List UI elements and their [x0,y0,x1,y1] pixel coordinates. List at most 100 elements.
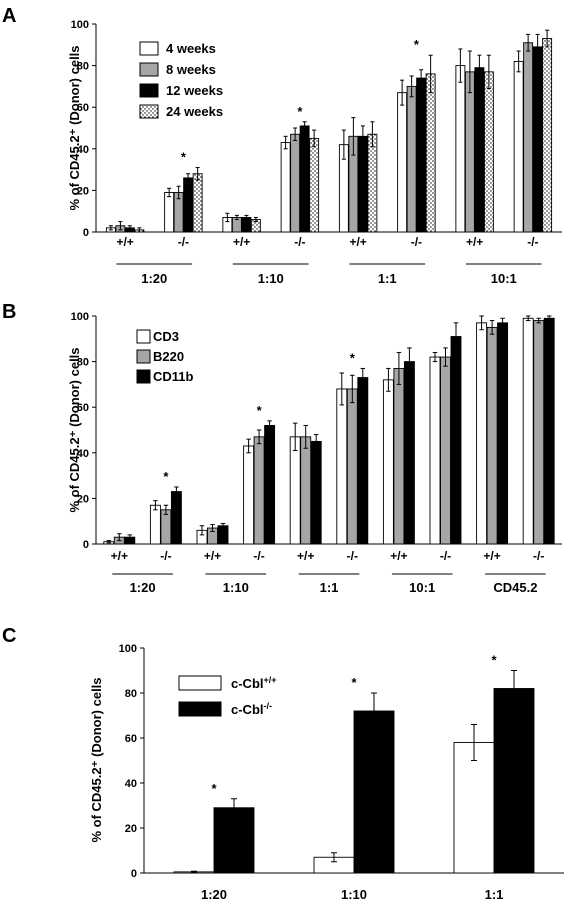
genotype-label: +/+ [233,235,250,249]
legend-swatch [139,104,159,119]
bar [164,192,175,233]
y-tick-label: 80 [77,61,89,73]
panel-letter-b: B [2,301,16,323]
bar [213,807,255,874]
bar [543,317,555,545]
legend-swatch [136,329,151,344]
y-tick-label: 100 [119,643,137,655]
bar [309,137,320,233]
genotype-label: -/- [253,549,264,563]
bar [532,46,543,233]
bar [542,38,553,233]
legend-label: 24 weeks [166,104,223,119]
category-label: 1:10 [341,887,367,902]
y-tick-label: 60 [77,402,89,414]
genotype-label: -/- [160,549,171,563]
bar [416,77,427,233]
bar [264,424,276,545]
bar [357,377,369,545]
bar [474,67,485,233]
bar [403,361,415,545]
legend-label: 8 weeks [166,62,216,77]
bar [289,436,301,545]
bar [497,322,509,545]
significance-star: * [491,653,497,668]
category-label: 1:1 [485,887,504,902]
genotype-label: +/+ [349,235,366,249]
bar [522,317,534,545]
bar [357,135,368,233]
y-tick-label: 0 [83,539,89,551]
significance-star: * [297,104,303,119]
genotype-label: -/- [533,549,544,563]
y-tick-label: 20 [77,185,89,197]
legend-label: c-Cbl-/- [231,701,272,717]
genotype-label: +/+ [204,549,221,563]
bar [310,440,322,545]
panel-letter-c: C [2,625,16,647]
y-tick-label: 40 [77,448,89,460]
bar [183,177,194,233]
legend-swatch [139,62,159,77]
bar [533,320,545,545]
genotype-label: +/+ [483,549,500,563]
legend-swatch [178,701,222,717]
y-tick-label: 100 [71,19,89,31]
legend-swatch [136,349,151,364]
y-tick-label: 40 [125,778,137,790]
group-label: 10:1 [491,271,517,286]
bar [280,142,291,233]
bar [243,445,255,545]
group-label: CD45.2 [493,580,537,595]
legend-label: c-Cbl+/+ [231,675,277,691]
y-tick-label: 60 [125,733,137,745]
bar [513,60,524,233]
chart-b: 0 20 40 60 80 100 % of CD45.2⁺ (Donor) cells +/… [67,311,562,595]
genotype-label: -/- [178,235,189,249]
significance-star: * [163,469,169,484]
bar [300,436,312,545]
bar [299,125,310,233]
group-label: 10:1 [409,580,435,595]
genotype-label: +/+ [116,235,133,249]
bar [455,65,466,233]
bar [453,742,495,874]
legend-superscript: +/+ [264,675,277,685]
bar [397,92,408,233]
genotype-label: -/- [294,235,305,249]
legend-swatch [136,369,151,384]
genotype-label: -/- [527,235,538,249]
bar [160,509,172,545]
bar [253,436,265,545]
legend-label: CD11b [153,369,194,384]
y-tick-label: 20 [77,493,89,505]
bar [336,388,348,545]
genotype-label: +/+ [466,235,483,249]
significance-star: * [351,675,357,690]
bar [486,326,498,545]
bar [353,710,395,874]
legend-label: CD3 [153,329,179,344]
group-label: 1:20 [141,271,167,286]
bar [346,388,358,545]
bar [493,688,535,874]
bar [450,336,462,545]
y-tick-label: 40 [77,144,89,156]
group-label: 1:20 [130,580,156,595]
bar [483,71,494,233]
group-label: 1:1 [378,271,397,286]
genotype-label: -/- [440,549,451,563]
group-label: 1:10 [258,271,284,286]
bar [429,356,441,545]
bar [367,133,378,233]
bar [464,71,475,233]
chart-a: 0 20 40 60 80 100 % of CD45.2⁺ (Donor) cells +/… [67,19,562,286]
y-tick-label: 60 [77,102,89,114]
bar [406,85,417,233]
chart-c: 0 20 40 60 80 100 % of CD45.2⁺ (Donor) cells * 1… [89,643,564,902]
significance-star: * [181,150,187,165]
legend-swatch [139,83,159,98]
significance-star: * [257,403,263,418]
bar [476,322,488,545]
